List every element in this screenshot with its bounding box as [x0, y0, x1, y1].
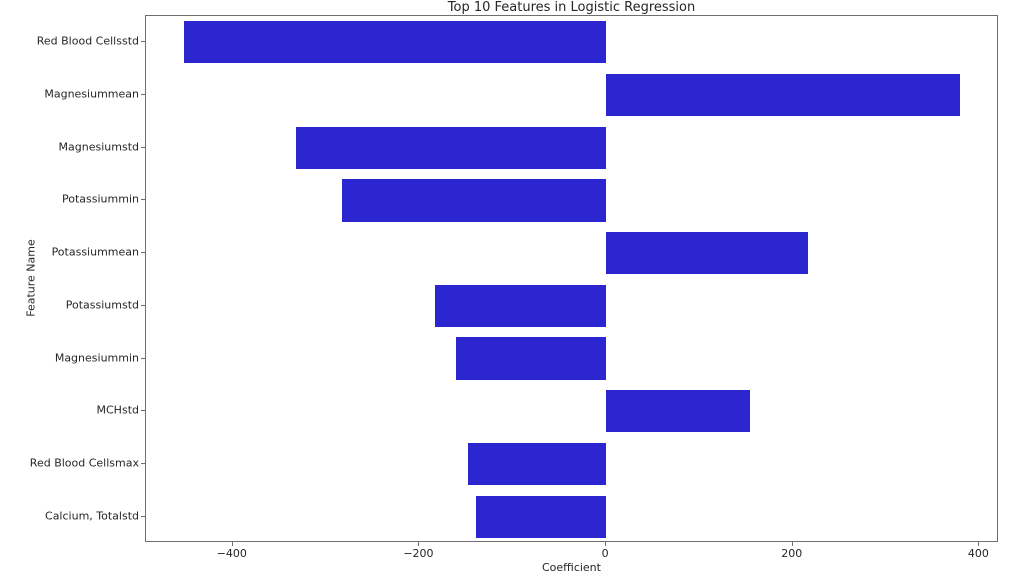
x-axis-label: Coefficient	[542, 561, 601, 574]
x-tick-mark	[605, 542, 607, 546]
y-tick-mark	[141, 41, 145, 43]
y-tick-mark	[141, 94, 145, 96]
bar-potassiummean	[606, 232, 808, 275]
x-tick-label: 200	[781, 547, 803, 560]
feature-label-red-blood-cellsmax: Red Blood Cellsmax	[29, 456, 139, 470]
feature-label-potassiummin: Potassiummin	[62, 192, 139, 206]
bar-calcium-totalstd	[476, 495, 607, 538]
bar-red-blood-cellsstd	[184, 21, 607, 64]
x-tick-mark	[978, 542, 980, 546]
feature-label-calcium-totalstd: Calcium, Totalstd	[45, 509, 139, 523]
y-tick-mark	[141, 199, 145, 201]
bar-red-blood-cellsmax	[467, 442, 607, 486]
feature-label-potassiumstd: Potassiumstd	[65, 298, 139, 312]
bar-magnesiummean	[606, 73, 960, 117]
y-tick-mark	[141, 357, 145, 359]
feature-label-red-blood-cellsstd: Red Blood Cellsstd	[36, 34, 139, 48]
x-tick-label: 400	[967, 547, 989, 560]
bar-mchstd	[606, 390, 750, 433]
y-tick-mark	[141, 462, 145, 464]
plot-area	[145, 15, 998, 542]
y-tick-mark	[141, 304, 145, 306]
bar-potassiumstd	[435, 284, 607, 327]
y-tick-mark	[141, 146, 145, 148]
y-tick-mark	[141, 252, 145, 254]
bar-magnesiumstd	[296, 126, 607, 169]
x-tick-mark	[418, 542, 420, 546]
y-tick-mark	[141, 410, 145, 412]
x-tick-label: 0	[601, 547, 609, 560]
bar-magnesiummin	[455, 337, 607, 380]
x-tick-label: −200	[403, 547, 434, 560]
x-tick-mark	[791, 542, 793, 546]
feature-label-magnesiummin: Magnesiummin	[54, 351, 139, 365]
bar-potassiummin	[341, 179, 607, 222]
feature-label-mchstd: MCHstd	[96, 403, 139, 417]
chart-title: Top 10 Features in Logistic Regression	[447, 0, 696, 15]
x-tick-label: −400	[216, 547, 247, 560]
y-axis-label: Feature Name	[24, 239, 38, 317]
feature-label-magnesiumstd: Magnesiumstd	[58, 140, 139, 154]
y-tick-mark	[141, 515, 145, 517]
feature-label-potassiummean: Potassiummean	[51, 245, 139, 259]
feature-label-magnesiummean: Magnesiummean	[44, 87, 139, 101]
x-tick-mark	[231, 542, 233, 546]
